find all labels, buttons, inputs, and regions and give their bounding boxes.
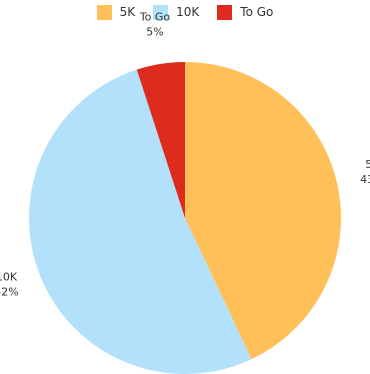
legend-swatch-5k [96, 4, 112, 20]
pie-slice-10k[interactable] [29, 69, 252, 374]
legend-item-to-go[interactable]: To Go [217, 4, 273, 20]
legend-item-10k[interactable]: 10K [153, 4, 199, 20]
legend-item-5k[interactable]: 5K [96, 4, 136, 20]
slice-label-10k: 10K52% [0, 271, 19, 299]
legend-swatch-to-go [217, 4, 233, 20]
legend-label-10k: 10K [176, 5, 200, 19]
pie-slice-to-go[interactable] [136, 62, 185, 218]
legend-label-5k: 5K [119, 5, 136, 19]
slice-label-5k: 5K43% [360, 158, 370, 186]
legend-label-to-go: To Go [240, 5, 274, 19]
pie-slice-5k[interactable] [185, 62, 341, 360]
slice-label-to-go: To Go 5% [139, 10, 171, 38]
chart-legend: 5K 10K To Go [0, 4, 370, 20]
legend-swatch-10k [153, 4, 169, 20]
